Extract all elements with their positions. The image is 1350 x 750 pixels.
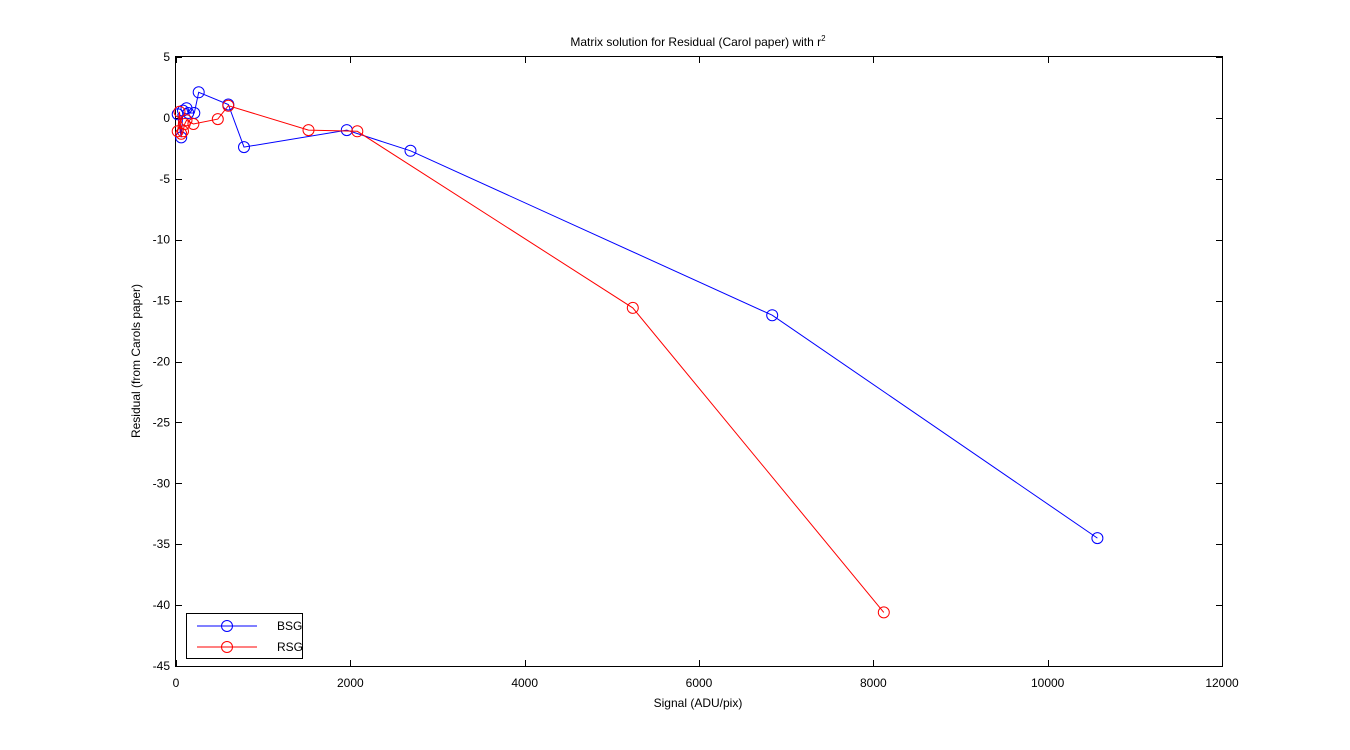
y-tick-label: -20	[153, 355, 171, 369]
y-tick-label: -35	[153, 537, 171, 551]
legend-marker-rsg	[221, 641, 233, 653]
data-point-rsg	[877, 606, 890, 619]
x-tick-label: 12000	[1205, 676, 1239, 690]
y-tick-label: -25	[153, 415, 171, 429]
y-axis-title: Residual (from Carols paper)	[129, 284, 143, 438]
x-tick-label: 0	[173, 676, 180, 690]
plot-area	[175, 56, 1223, 667]
legend-label-rsg: RSG	[277, 640, 303, 654]
data-point-rsg	[173, 105, 186, 118]
data-point-bsg	[238, 141, 250, 154]
y-tick-label: -45	[153, 659, 171, 673]
legend: BSG RSG	[186, 613, 303, 659]
axis-ticks: 0 2000 4000 6000 8000 10000 12000 5 0 -5 -10 -15 -20…	[153, 50, 1239, 690]
y-tick-label: -10	[153, 233, 171, 247]
series-rsg	[171, 99, 890, 619]
data-point-rsg	[211, 113, 224, 126]
legend-marker-bsg	[221, 620, 233, 632]
legend-label-bsg: BSG	[277, 619, 302, 633]
data-point-rsg	[222, 99, 235, 112]
legend-box	[186, 613, 303, 659]
data-point-bsg	[1091, 532, 1104, 545]
data-point-bsg	[766, 309, 779, 322]
y-tick-label: 0	[163, 111, 170, 125]
data-point-rsg	[626, 301, 639, 314]
data-point-rsg	[177, 125, 189, 138]
x-axis-title: Signal (ADU/pix)	[654, 696, 743, 710]
y-tick-label: -40	[153, 598, 171, 612]
data-point-bsg	[192, 86, 205, 99]
y-tick-label: -15	[153, 294, 171, 308]
y-tick-label: -30	[153, 476, 171, 490]
data-point-rsg	[171, 125, 184, 138]
series-line-rsg	[177, 105, 885, 613]
data-point-rsg	[180, 114, 193, 127]
data-point-rsg	[351, 125, 364, 138]
series-layer	[171, 86, 1104, 619]
x-tick-label: 8000	[860, 676, 887, 690]
data-point-bsg	[404, 144, 417, 157]
y-tick-label: -5	[159, 172, 170, 186]
x-tick-label: 2000	[337, 676, 364, 690]
y-tick-label: 5	[163, 50, 170, 64]
data-point-rsg	[302, 124, 315, 137]
x-tick-label: 4000	[511, 676, 538, 690]
chart-title: Matrix solution for Residual (Carol pape…	[570, 34, 826, 49]
data-point-bsg	[182, 107, 195, 119]
x-tick-label: 10000	[1031, 676, 1065, 690]
data-point-rsg	[187, 118, 200, 130]
x-tick-label: 6000	[686, 676, 713, 690]
